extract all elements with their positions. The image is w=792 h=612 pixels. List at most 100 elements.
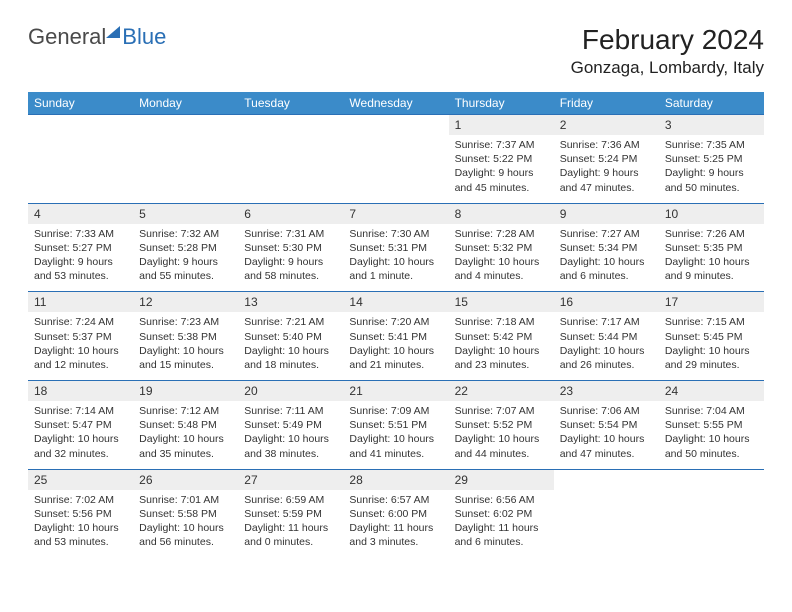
daylight-line: Daylight: 10 hours and 41 minutes. [349, 432, 442, 460]
sunrise-line: Sunrise: 7:27 AM [560, 227, 653, 241]
sunset-line: Sunset: 5:25 PM [665, 152, 758, 166]
day-number-cell: 17 [659, 292, 764, 313]
day-content-cell: Sunrise: 7:02 AMSunset: 5:56 PMDaylight:… [28, 490, 133, 558]
sunrise-line: Sunrise: 7:28 AM [455, 227, 548, 241]
day-number-cell: 22 [449, 381, 554, 402]
sunset-line: Sunset: 6:02 PM [455, 507, 548, 521]
sunrise-line: Sunrise: 7:23 AM [139, 315, 232, 329]
sunset-line: Sunset: 5:31 PM [349, 241, 442, 255]
day-number-cell [28, 115, 133, 136]
day-number-cell: 29 [449, 469, 554, 490]
day-content-row: Sunrise: 7:24 AMSunset: 5:37 PMDaylight:… [28, 312, 764, 380]
sunrise-line: Sunrise: 7:01 AM [139, 493, 232, 507]
sunrise-line: Sunrise: 7:35 AM [665, 138, 758, 152]
day-content-cell: Sunrise: 7:09 AMSunset: 5:51 PMDaylight:… [343, 401, 448, 469]
sunset-line: Sunset: 5:59 PM [244, 507, 337, 521]
sunrise-line: Sunrise: 7:18 AM [455, 315, 548, 329]
daylight-line: Daylight: 10 hours and 38 minutes. [244, 432, 337, 460]
day-header-cell: Saturday [659, 92, 764, 115]
sunrise-line: Sunrise: 7:30 AM [349, 227, 442, 241]
sunrise-line: Sunrise: 7:12 AM [139, 404, 232, 418]
sunset-line: Sunset: 5:34 PM [560, 241, 653, 255]
sunset-line: Sunset: 5:40 PM [244, 330, 337, 344]
sunrise-line: Sunrise: 7:26 AM [665, 227, 758, 241]
daylight-line: Daylight: 10 hours and 18 minutes. [244, 344, 337, 372]
calendar-table: SundayMondayTuesdayWednesdayThursdayFrid… [28, 92, 764, 557]
sunset-line: Sunset: 5:48 PM [139, 418, 232, 432]
day-content-cell [28, 135, 133, 203]
logo-triangle-icon [106, 26, 120, 38]
daylight-line: Daylight: 10 hours and 35 minutes. [139, 432, 232, 460]
day-number-cell: 28 [343, 469, 448, 490]
logo-text-general: General [28, 24, 106, 50]
day-content-cell: Sunrise: 7:32 AMSunset: 5:28 PMDaylight:… [133, 224, 238, 292]
day-number-cell: 11 [28, 292, 133, 313]
calendar-body: 1 23 Sunrise: 7:37 AMSunset: 5:22 PM Daylig… [28, 115, 764, 558]
sunset-line: Sunset: 5:44 PM [560, 330, 653, 344]
day-content-cell: Sunrise: 6:57 AMSunset: 6:00 PMDaylight:… [343, 490, 448, 558]
sunset-line: Sunset: 5:52 PM [455, 418, 548, 432]
sunrise-line: Sunrise: 7:06 AM [560, 404, 653, 418]
location: Gonzaga, Lombardy, Italy [571, 58, 764, 78]
daylight-line: Daylight: 11 hours and 3 minutes. [349, 521, 442, 549]
day-number-cell: 10 [659, 203, 764, 224]
day-number-cell: 26 [133, 469, 238, 490]
daylight-line: Daylight: 10 hours and 23 minutes. [455, 344, 548, 372]
sunset-line: Sunset: 5:47 PM [34, 418, 127, 432]
day-number-cell: 21 [343, 381, 448, 402]
sunrise-line: Sunrise: 7:37 AM [455, 138, 548, 152]
daylight-line: Daylight: 9 hours and 47 minutes. [560, 166, 653, 194]
header: General Blue February 2024 Gonzaga, Lomb… [28, 24, 764, 78]
sunrise-line: Sunrise: 7:36 AM [560, 138, 653, 152]
day-number-row: 11121314151617 [28, 292, 764, 313]
day-content-cell: Sunrise: 7:28 AMSunset: 5:32 PMDaylight:… [449, 224, 554, 292]
day-content-cell: Sunrise: 7:33 AMSunset: 5:27 PMDaylight:… [28, 224, 133, 292]
day-header-cell: Friday [554, 92, 659, 115]
day-header-cell: Sunday [28, 92, 133, 115]
daylight-line: Daylight: 11 hours and 0 minutes. [244, 521, 337, 549]
sunrise-line: Sunrise: 7:09 AM [349, 404, 442, 418]
day-content-cell: Sunrise: 7:15 AMSunset: 5:45 PMDaylight:… [659, 312, 764, 380]
day-header-cell: Thursday [449, 92, 554, 115]
daylight-line: Daylight: 9 hours and 50 minutes. [665, 166, 758, 194]
day-content-row: Sunrise: 7:14 AMSunset: 5:47 PMDaylight:… [28, 401, 764, 469]
sunset-line: Sunset: 5:22 PM [455, 152, 548, 166]
day-content-cell: Sunrise: 7:12 AMSunset: 5:48 PMDaylight:… [133, 401, 238, 469]
sunrise-line: Sunrise: 7:14 AM [34, 404, 127, 418]
sunset-line: Sunset: 5:42 PM [455, 330, 548, 344]
logo: General Blue [28, 24, 166, 50]
sunrise-line: Sunrise: 6:56 AM [455, 493, 548, 507]
day-content-row: Sunrise: 7:37 AMSunset: 5:22 PM Daylight:… [28, 135, 764, 203]
day-number-cell: 23 [554, 381, 659, 402]
day-content-cell: Sunrise: 6:59 AMSunset: 5:59 PMDaylight:… [238, 490, 343, 558]
sunrise-line: Sunrise: 7:33 AM [34, 227, 127, 241]
day-content-cell: Sunrise: 7:27 AMSunset: 5:34 PMDaylight:… [554, 224, 659, 292]
daylight-line: Daylight: 10 hours and 4 minutes. [455, 255, 548, 283]
sunset-line: Sunset: 5:55 PM [665, 418, 758, 432]
day-number-cell: 6 [238, 203, 343, 224]
sunset-line: Sunset: 5:58 PM [139, 507, 232, 521]
sunset-line: Sunset: 5:32 PM [455, 241, 548, 255]
daylight-line: Daylight: 10 hours and 15 minutes. [139, 344, 232, 372]
day-number-row: 2526272829 [28, 469, 764, 490]
daylight-line: Daylight: 10 hours and 21 minutes. [349, 344, 442, 372]
sunset-line: Sunset: 5:37 PM [34, 330, 127, 344]
sunset-line: Sunset: 5:51 PM [349, 418, 442, 432]
day-number-cell: 7 [343, 203, 448, 224]
day-content-cell: Sunrise: 7:17 AMSunset: 5:44 PMDaylight:… [554, 312, 659, 380]
day-content-cell: Sunrise: 7:30 AMSunset: 5:31 PMDaylight:… [343, 224, 448, 292]
day-content-cell: Sunrise: 7:11 AMSunset: 5:49 PMDaylight:… [238, 401, 343, 469]
sunset-line: Sunset: 5:30 PM [244, 241, 337, 255]
day-content-cell: Sunrise: 7:31 AMSunset: 5:30 PMDaylight:… [238, 224, 343, 292]
logo-text-blue: Blue [122, 24, 166, 50]
day-number-cell [659, 469, 764, 490]
day-number-cell: 1 [449, 115, 554, 136]
day-number-cell: 5 [133, 203, 238, 224]
daylight-line: Daylight: 10 hours and 32 minutes. [34, 432, 127, 460]
day-content-cell: Sunrise: 7:36 AMSunset: 5:24 PMDaylight:… [554, 135, 659, 203]
month-title: February 2024 [571, 24, 764, 56]
daylight-line: Daylight: 10 hours and 47 minutes. [560, 432, 653, 460]
day-number-cell: 2 [554, 115, 659, 136]
daylight-line: Daylight: 10 hours and 9 minutes. [665, 255, 758, 283]
day-number-cell: 8 [449, 203, 554, 224]
